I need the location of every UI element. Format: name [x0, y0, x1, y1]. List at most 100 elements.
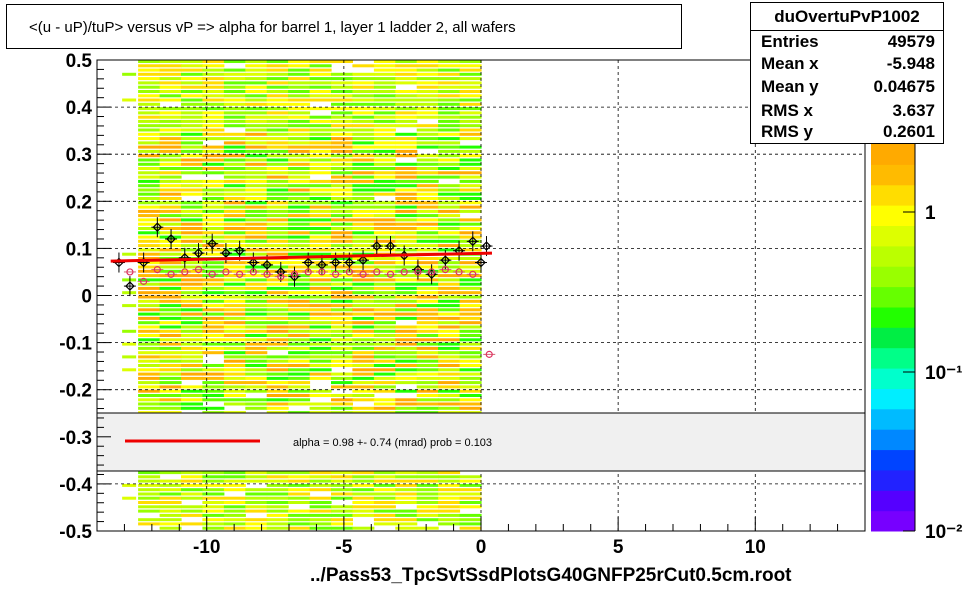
heatmap-cell — [352, 394, 375, 397]
heatmap-cell — [438, 214, 461, 218]
heatmap-cell — [373, 102, 396, 106]
heatmap-cell — [395, 90, 418, 93]
heatmap-cell — [181, 244, 203, 248]
heatmap-cell — [352, 526, 375, 530]
heatmap-cell — [352, 235, 375, 239]
heatmap-cell — [373, 316, 396, 320]
heatmap-cell — [266, 406, 289, 410]
heatmap-cell — [416, 518, 439, 522]
heatmap-cell — [245, 312, 268, 316]
heatmap-cell — [438, 60, 461, 63]
heatmap-cell — [459, 64, 482, 68]
stats-row-rms-x: RMS x 3.637 — [761, 101, 935, 123]
heatmap-cell — [288, 381, 311, 385]
heatmap-cell — [138, 295, 161, 299]
heatmap-cell — [288, 364, 311, 367]
heatmap-cell — [245, 479, 268, 483]
heatmap-cell — [202, 334, 225, 337]
heatmap-cell — [309, 342, 332, 346]
palette-swatch — [871, 205, 915, 226]
heatmap-cell — [395, 389, 418, 393]
heatmap-cell — [159, 526, 182, 530]
heatmap-cell — [159, 274, 182, 278]
heatmap-cell — [438, 381, 461, 385]
heatmap-cell — [288, 385, 311, 389]
heatmap-cell — [395, 308, 418, 312]
heatmap-cell — [181, 475, 203, 479]
heatmap-cell — [438, 77, 461, 81]
heatmap-cell — [309, 274, 332, 278]
heatmap-cell — [395, 231, 418, 235]
heatmap-cell — [373, 167, 396, 170]
heatmap-cell — [202, 295, 225, 299]
heatmap-cell — [459, 77, 482, 81]
heatmap-cell — [159, 248, 182, 252]
heatmap-cell — [223, 475, 246, 479]
heatmap-cell — [438, 227, 461, 230]
heatmap-cell — [438, 398, 461, 402]
heatmap-cell — [223, 94, 246, 98]
heatmap-cell — [288, 518, 311, 522]
heatmap-cell — [202, 483, 225, 487]
heatmap-cell — [395, 248, 418, 252]
heatmap-cell — [438, 85, 461, 89]
heatmap-cell — [181, 282, 203, 286]
heatmap-cell — [352, 274, 375, 278]
heatmap-cell — [352, 346, 375, 350]
heatmap-cell — [416, 406, 439, 410]
heatmap-cell — [309, 192, 332, 196]
heatmap-cell — [438, 291, 461, 295]
heatmap-cell — [266, 124, 289, 128]
heatmap-cell — [395, 312, 418, 316]
heatmap-cell — [266, 385, 289, 389]
heatmap-cell — [416, 205, 439, 209]
heatmap-cell — [459, 278, 482, 282]
heatmap-cell — [459, 334, 482, 337]
heatmap-cell — [288, 329, 311, 333]
heatmap-cell — [459, 359, 482, 363]
heatmap-cell — [266, 171, 289, 175]
heatmap-cell — [202, 479, 225, 483]
stats-row-rms-y: RMS y 0.2601 — [761, 122, 935, 144]
heatmap-cell — [266, 295, 289, 299]
heatmap-cell — [459, 312, 482, 316]
heatmap-cell — [181, 492, 203, 496]
heatmap-cell — [416, 231, 439, 235]
heatmap-cell — [245, 205, 268, 209]
heatmap-cell — [245, 338, 268, 342]
heatmap-cell — [309, 368, 332, 372]
heatmap-cell — [459, 227, 482, 230]
heatmap-cell — [138, 351, 161, 355]
heatmap-cell — [245, 188, 268, 192]
heatmap-cell — [138, 107, 161, 111]
heatmap-cell — [266, 505, 289, 509]
heatmap-cell — [416, 107, 439, 111]
heatmap-cell — [288, 471, 311, 475]
heatmap-cell — [331, 77, 353, 81]
heatmap-cell — [181, 359, 203, 363]
heatmap-cell — [266, 394, 289, 397]
heatmap-cell — [395, 501, 418, 504]
heatmap-cell — [331, 261, 353, 265]
heatmap-cell — [309, 355, 332, 359]
heatmap-cell — [416, 299, 439, 303]
heatmap-cell — [395, 299, 418, 303]
heatmap-cell — [309, 394, 332, 397]
heatmap-cell — [181, 376, 203, 380]
heatmap-cell — [245, 124, 268, 128]
heatmap-cell — [309, 364, 332, 367]
heatmap-cell — [245, 98, 268, 102]
heatmap-cell — [395, 222, 418, 226]
heatmap-cell — [309, 488, 332, 492]
heatmap-cell — [373, 209, 396, 213]
heatmap-cell — [159, 227, 182, 230]
heatmap-cell — [309, 115, 332, 119]
heatmap-cell — [309, 338, 332, 342]
heatmap-cell — [202, 68, 225, 72]
heatmap-cell — [138, 269, 161, 273]
heatmap-cell — [309, 124, 332, 128]
heatmap-cell — [245, 64, 268, 68]
heatmap-cell — [395, 72, 418, 76]
heatmap-cell — [309, 308, 332, 312]
heatmap-cell — [181, 346, 203, 350]
